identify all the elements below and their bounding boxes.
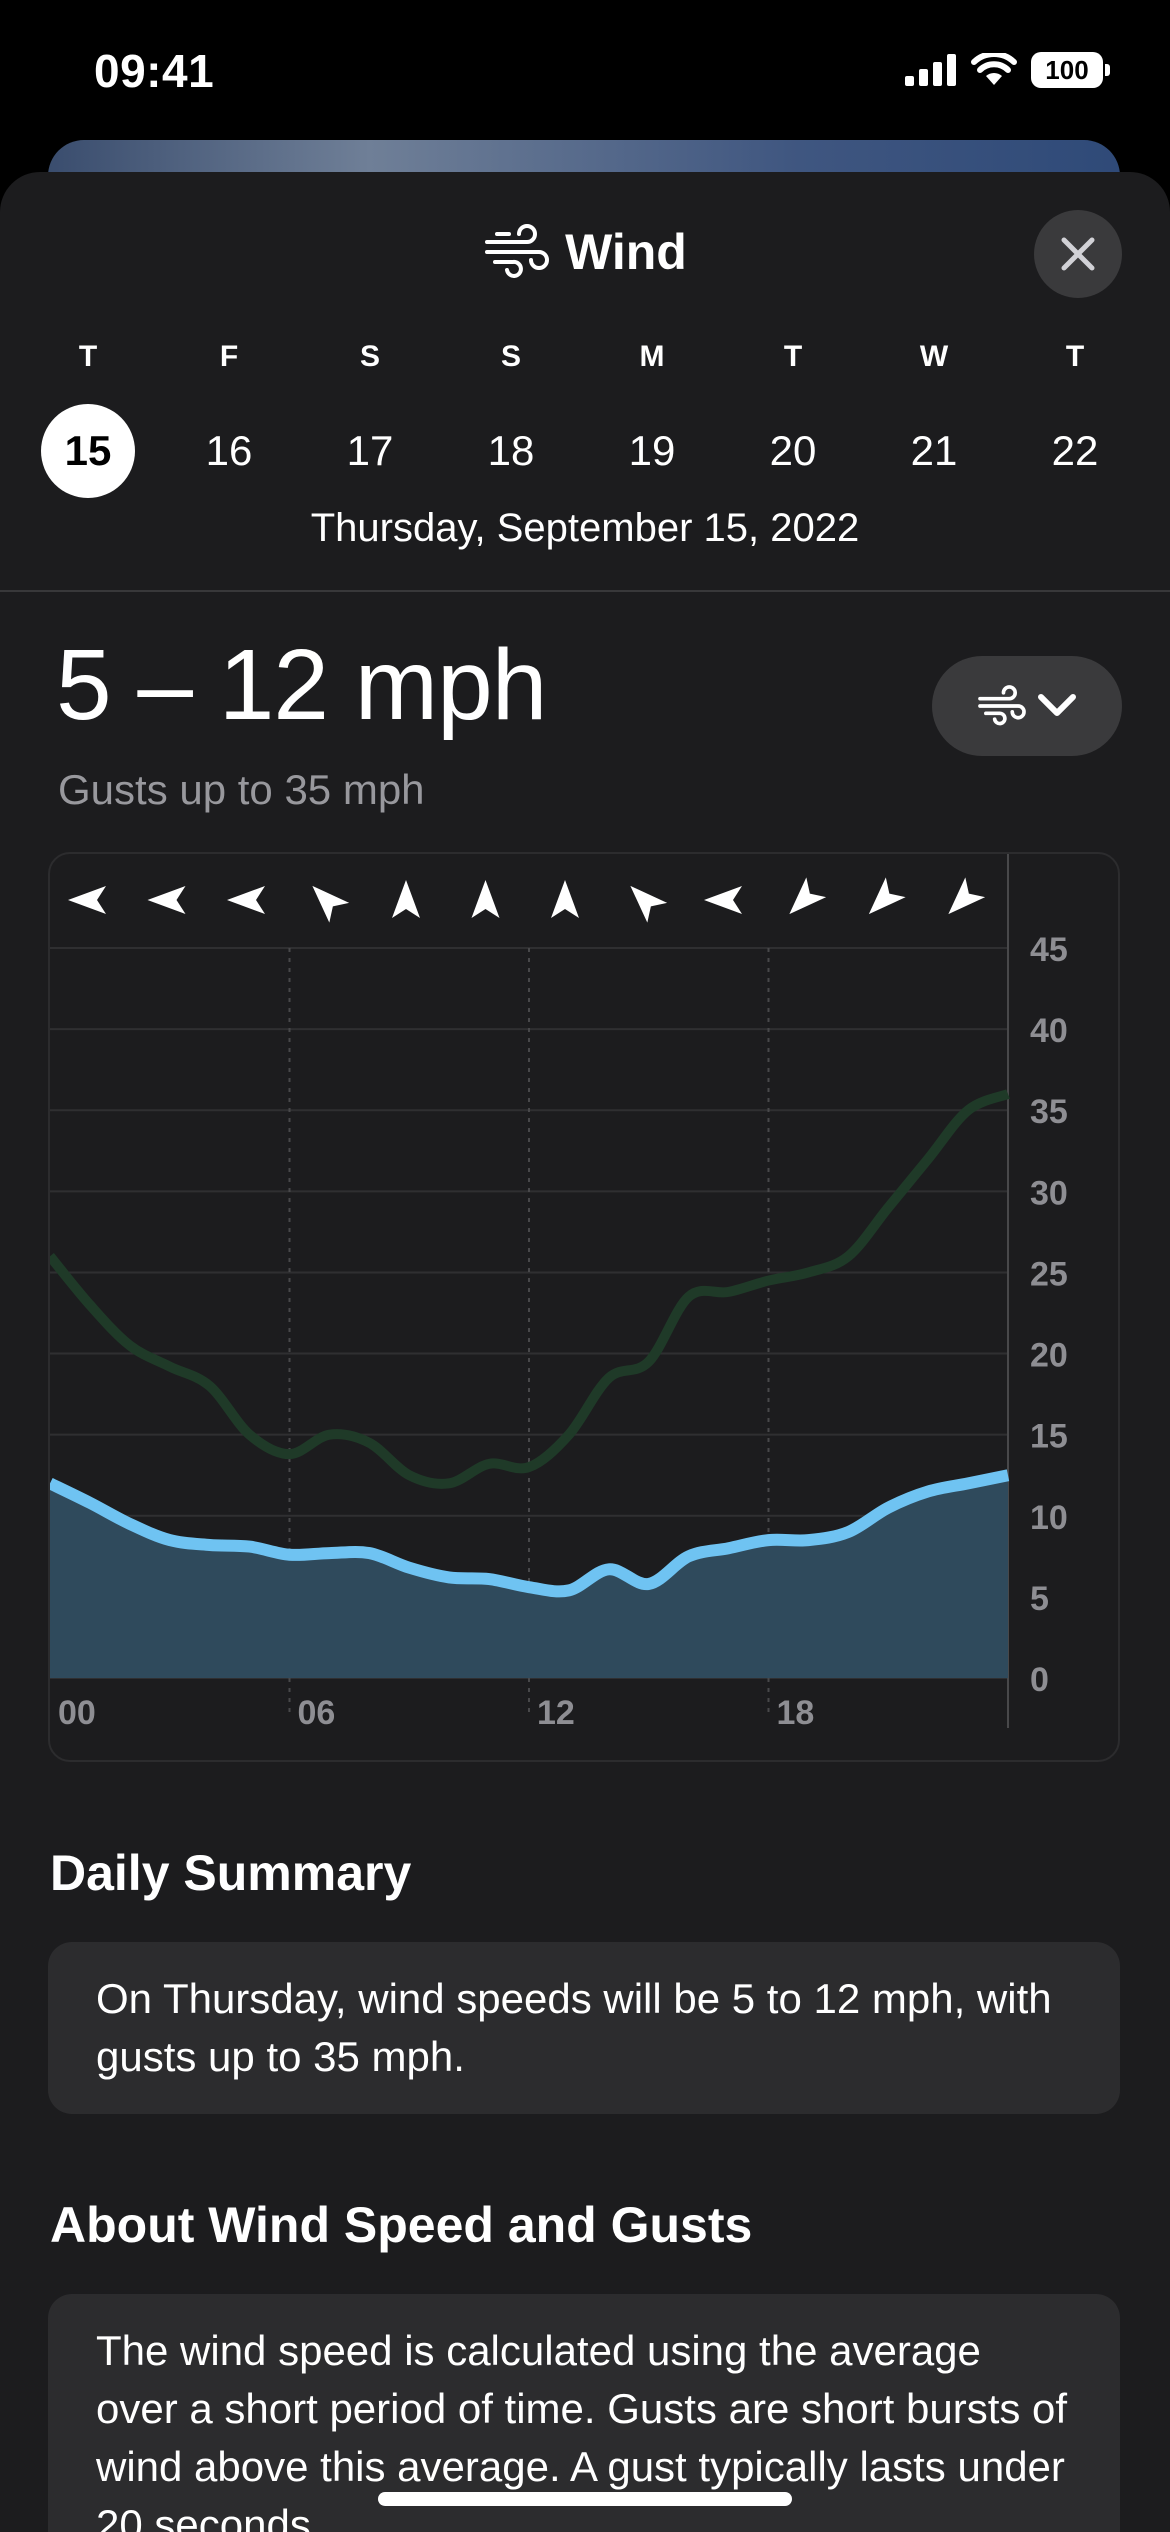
day-item-16[interactable]: F 16 bbox=[179, 340, 279, 498]
wind-direction-arrow-icon bbox=[551, 880, 579, 918]
wind-direction-arrow-icon bbox=[227, 886, 265, 914]
wind-direction-arrow-icon bbox=[147, 886, 186, 914]
chart-options-button[interactable] bbox=[932, 656, 1122, 756]
wind-direction-arrow-icon bbox=[630, 885, 668, 923]
x-tick-label: 00 bbox=[58, 1694, 96, 1732]
close-icon bbox=[1061, 237, 1095, 271]
day-item-15[interactable]: T 15 bbox=[38, 340, 138, 498]
day-letter: T bbox=[783, 340, 803, 373]
gusts-label: Gusts up to 35 mph bbox=[58, 766, 425, 813]
sheet-header: Wind bbox=[0, 222, 1170, 282]
about-card: The wind speed is calculated using the a… bbox=[48, 2294, 1120, 2532]
day-number: 20 bbox=[769, 427, 817, 474]
y-tick-label: 5 bbox=[1030, 1580, 1049, 1618]
day-letter: T bbox=[78, 340, 98, 373]
x-tick-label: 18 bbox=[777, 1694, 815, 1732]
day-number: 17 bbox=[346, 427, 394, 474]
wind-direction-arrow-icon bbox=[868, 877, 906, 915]
sheet-title: Wind bbox=[565, 224, 687, 280]
wind-chart[interactable]: 0 5 10 15 20 25 30 35 40 45 00 06 12 18 bbox=[48, 852, 1120, 1762]
wind-direction-arrow-icon bbox=[948, 877, 986, 915]
battery-tip bbox=[1105, 64, 1110, 76]
day-item-21[interactable]: W 21 bbox=[884, 340, 984, 498]
day-number-selected: 15 bbox=[41, 404, 135, 498]
day-number: 19 bbox=[628, 427, 676, 474]
battery-indicator: 100 bbox=[1031, 52, 1103, 88]
wind-range: 5 – 12 mph bbox=[56, 629, 547, 741]
status-icons: 100 bbox=[905, 52, 1110, 88]
wind-icon bbox=[978, 685, 1026, 726]
day-letter: T bbox=[1065, 340, 1085, 373]
chevron-down-icon bbox=[1038, 694, 1076, 716]
day-item-17[interactable]: S 17 bbox=[320, 340, 420, 498]
x-tick-label: 12 bbox=[537, 1694, 575, 1732]
about-text: The wind speed is calculated using the a… bbox=[96, 2327, 1068, 2532]
wind-direction-arrow-icon bbox=[312, 885, 350, 923]
gust-line bbox=[50, 1089, 1010, 1489]
y-tick-label: 0 bbox=[1030, 1661, 1049, 1699]
x-tick-label: 06 bbox=[298, 1694, 336, 1732]
day-letter: F bbox=[219, 340, 239, 373]
day-item-19[interactable]: M 19 bbox=[602, 340, 702, 498]
day-number: 21 bbox=[910, 427, 958, 474]
cellular-signal-icon bbox=[905, 54, 956, 86]
day-letter: S bbox=[359, 340, 380, 373]
day-letter: S bbox=[500, 340, 521, 373]
y-tick-label: 25 bbox=[1030, 1255, 1068, 1293]
divider bbox=[0, 590, 1170, 592]
wind-direction-arrow-icon bbox=[392, 880, 420, 918]
wind-direction-arrow-icon bbox=[471, 880, 500, 918]
status-time: 09:41 bbox=[94, 45, 215, 97]
wind-chart-svg: 0 5 10 15 20 25 30 35 40 45 00 06 12 18 bbox=[50, 854, 1068, 1732]
daily-summary-text: On Thursday, wind speeds will be 5 to 12… bbox=[96, 1975, 1052, 2080]
y-tick-label: 45 bbox=[1030, 931, 1068, 969]
day-number: 16 bbox=[205, 427, 253, 474]
y-tick-label: 10 bbox=[1030, 1499, 1068, 1537]
day-number: 22 bbox=[1051, 427, 1099, 474]
day-item-20[interactable]: T 20 bbox=[743, 340, 843, 498]
wind-area bbox=[50, 1475, 1008, 1678]
y-tick-label: 30 bbox=[1030, 1174, 1068, 1212]
wind-direction-arrow-icon bbox=[704, 886, 742, 914]
y-tick-label: 15 bbox=[1030, 1418, 1068, 1456]
close-button[interactable] bbox=[1034, 210, 1122, 298]
wifi-icon bbox=[971, 53, 1017, 85]
daily-summary-title: Daily Summary bbox=[50, 1845, 412, 1901]
wind-direction-arrow-icon bbox=[789, 877, 827, 915]
about-title: About Wind Speed and Gusts bbox=[50, 2197, 753, 2253]
y-tick-label: 35 bbox=[1030, 1093, 1068, 1131]
selected-date-label: Thursday, September 15, 2022 bbox=[310, 506, 860, 550]
wind-icon bbox=[485, 224, 550, 278]
day-item-18[interactable]: S 18 bbox=[461, 340, 561, 498]
y-tick-label: 20 bbox=[1030, 1337, 1068, 1375]
day-letter: W bbox=[919, 340, 949, 373]
daily-summary-card: On Thursday, wind speeds will be 5 to 12… bbox=[48, 1942, 1120, 2114]
wind-line bbox=[50, 1469, 1010, 1598]
day-number: 18 bbox=[487, 427, 535, 474]
day-letter: M bbox=[639, 340, 665, 373]
y-tick-label: 40 bbox=[1030, 1012, 1068, 1050]
wind-sheet: Wind T 15 F 16 S 17 S 18 bbox=[0, 172, 1170, 2532]
day-item-22[interactable]: T 22 bbox=[1025, 340, 1125, 498]
home-indicator[interactable] bbox=[378, 2492, 792, 2506]
wind-direction-arrow-icon bbox=[68, 886, 106, 914]
